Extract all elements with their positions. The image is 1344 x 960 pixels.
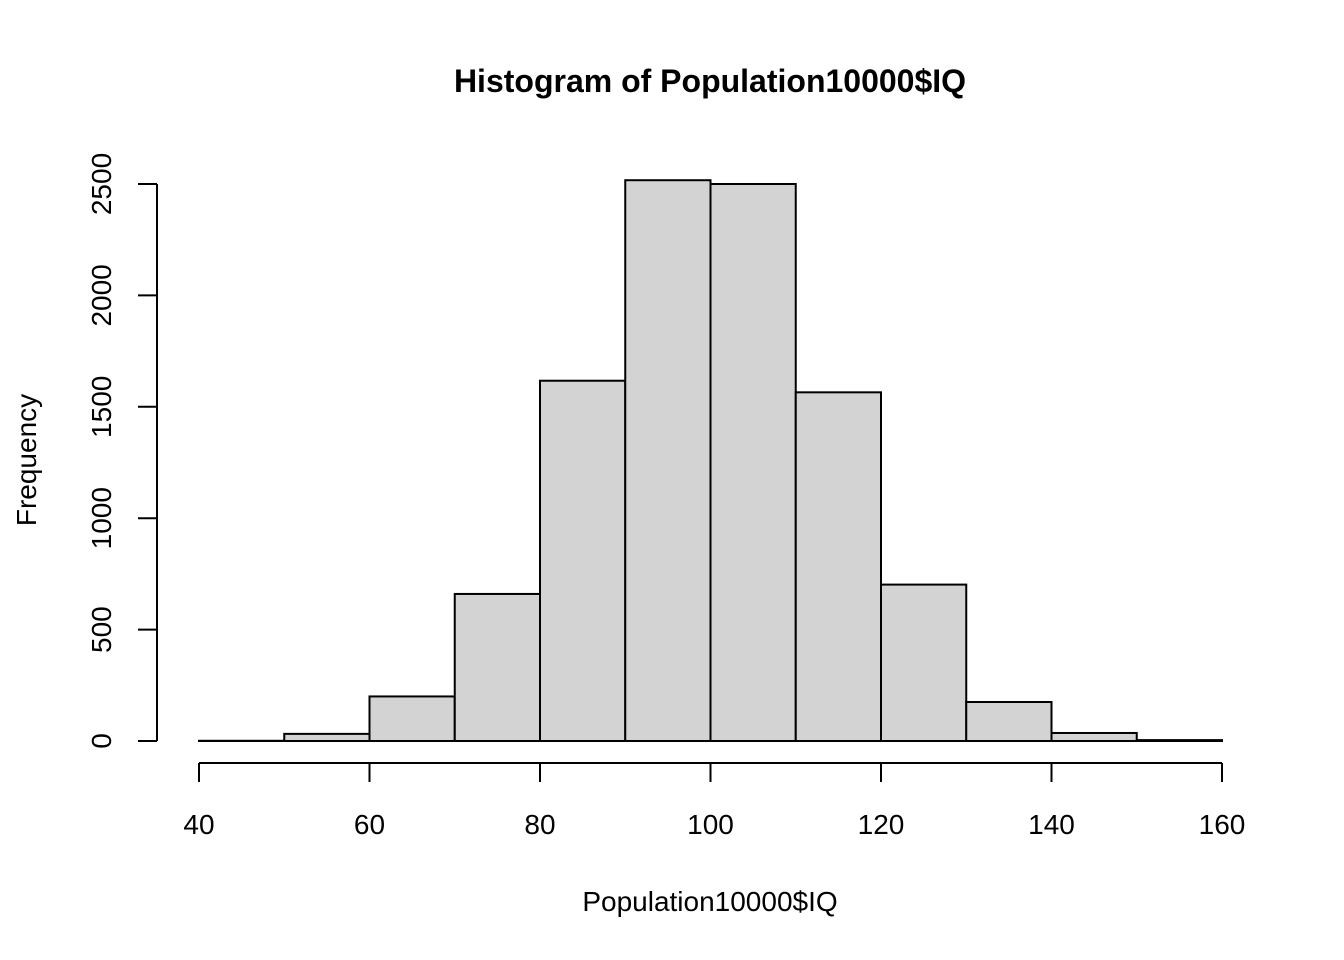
- histogram-bar: [368, 695, 456, 743]
- histogram-bar: [880, 583, 968, 743]
- y-tick-label: 2500: [86, 153, 117, 215]
- x-tick-label: 80: [524, 809, 555, 840]
- y-axis: 0 500 1000 1500 2000 2500: [86, 153, 158, 749]
- y-tick-label: 1000: [86, 487, 117, 549]
- y-tick-label: 500: [86, 606, 117, 653]
- y-tick-label: 0: [86, 733, 117, 749]
- x-tick-label: 40: [183, 809, 214, 840]
- chart-title: Histogram of Population10000$IQ: [454, 63, 966, 99]
- histogram-bar: [709, 183, 797, 742]
- x-axis: 40 60 80 100 120 140 160: [183, 762, 1246, 840]
- histogram-bar: [283, 732, 371, 743]
- x-tick-label: 60: [354, 809, 385, 840]
- y-tick-label: 1500: [86, 376, 117, 438]
- histogram-bar: [965, 701, 1053, 743]
- histogram-bars: [198, 179, 1223, 743]
- y-axis-label: Frequency: [11, 394, 42, 526]
- histogram-bar: [794, 391, 882, 742]
- x-axis-label: Population10000$IQ: [582, 886, 837, 917]
- histogram-bar: [1135, 739, 1223, 743]
- histogram-bar: [1050, 731, 1138, 742]
- histogram-bar: [539, 379, 627, 742]
- y-tick-label: 2000: [86, 264, 117, 326]
- x-tick-label: 100: [687, 809, 734, 840]
- histogram-bar: [453, 592, 541, 743]
- histogram-bar: [624, 179, 712, 742]
- x-tick-label: 120: [858, 809, 905, 840]
- x-tick-label: 160: [1199, 809, 1246, 840]
- x-tick-label: 140: [1028, 809, 1075, 840]
